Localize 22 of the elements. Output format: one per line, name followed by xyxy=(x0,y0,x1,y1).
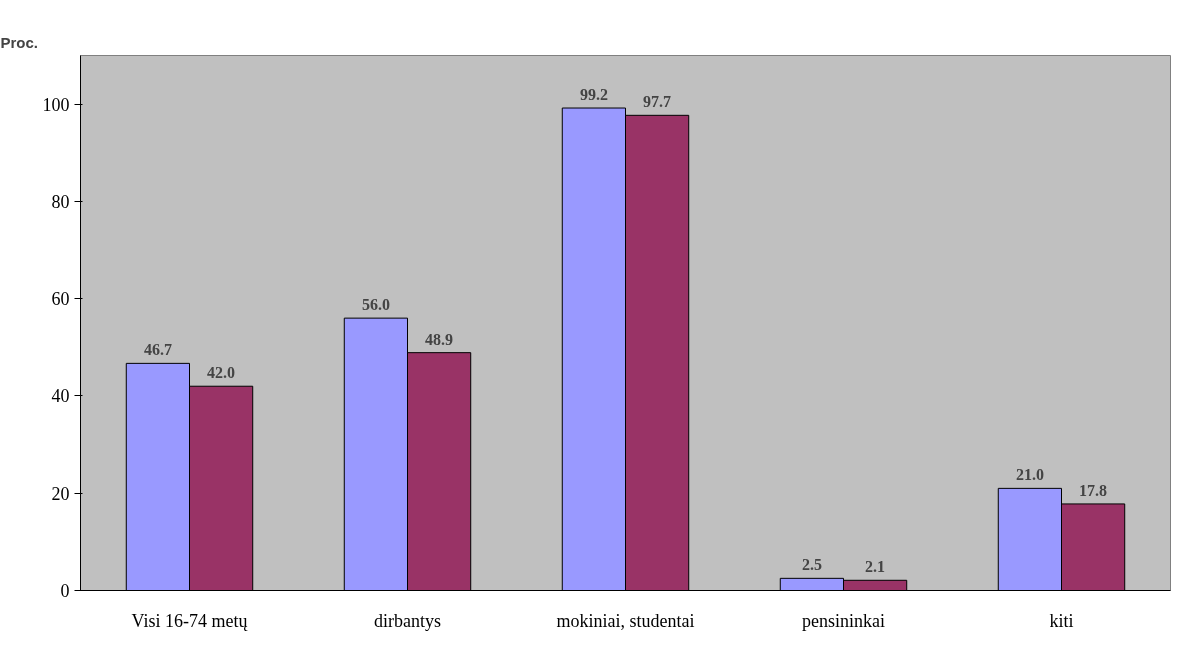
x-tick-label: pensininkai xyxy=(802,610,886,631)
x-tick-label: mokiniai, studentai xyxy=(556,610,695,631)
y-tick-label: 100 xyxy=(42,94,70,115)
data-label: 17.8 xyxy=(1079,481,1108,499)
data-label: 99.2 xyxy=(579,86,608,104)
y-tick-label: 20 xyxy=(51,483,70,504)
data-label: 21.0 xyxy=(1015,466,1044,484)
y-tick-label: 40 xyxy=(51,386,70,407)
y-tick-label: 80 xyxy=(51,191,70,212)
y-axis-title: Proc. xyxy=(0,33,39,51)
y-tick-label: 0 xyxy=(60,581,70,601)
x-tick-label: kiti xyxy=(1049,610,1074,631)
x-tick-label: dirbantys xyxy=(374,610,441,631)
y-tick-label: 60 xyxy=(51,289,70,310)
data-label: 42.0 xyxy=(207,364,236,382)
data-label: 56.0 xyxy=(361,296,390,314)
data-label: 48.9 xyxy=(425,330,454,348)
data-label: 2.5 xyxy=(801,556,822,574)
data-label: 46.7 xyxy=(143,341,172,359)
x-tick-label: Visi 16-74 metų xyxy=(131,610,249,631)
data-label: 97.7 xyxy=(643,93,672,111)
data-label: 2.1 xyxy=(865,558,886,576)
